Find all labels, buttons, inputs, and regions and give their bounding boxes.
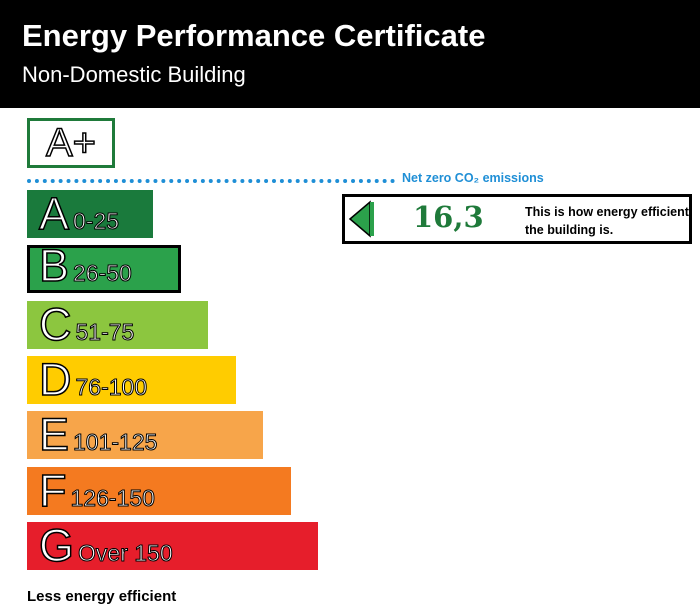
band-letter: G xyxy=(38,520,75,571)
band-letter: A xyxy=(38,188,70,239)
rating-arrow-shape xyxy=(348,200,371,238)
page-subtitle: Non-Domestic Building xyxy=(22,62,246,87)
band-letter: D xyxy=(38,354,72,405)
band-range: 76-100 xyxy=(75,374,148,400)
current-rating-text: This is how energy efficient the buildin… xyxy=(525,205,689,238)
band-c: C 51-75 xyxy=(27,301,208,349)
band-range: 26-50 xyxy=(73,260,133,286)
band-letter: E xyxy=(38,409,70,460)
band-letter: C xyxy=(38,299,72,350)
page-title: Energy Performance Certificate xyxy=(22,18,486,53)
band-b: B 26-50 xyxy=(27,240,181,293)
band-range: 101-125 xyxy=(73,429,158,455)
current-rating-box: 16,3 This is how energy efficient the bu… xyxy=(342,194,692,244)
net-zero-label: Net zero CO₂ emissions xyxy=(402,171,544,185)
band-e: E 101-125 xyxy=(27,411,263,459)
current-rating-arrow xyxy=(348,200,374,238)
band-a-plus: A+ xyxy=(27,118,115,168)
net-zero-divider xyxy=(27,179,395,183)
band-letter: F xyxy=(38,465,67,516)
band-a: A 0-25 xyxy=(27,190,153,238)
rating-arrow-body xyxy=(370,202,374,236)
band-g: G Over 150 xyxy=(27,522,318,570)
band-a-plus-label: A+ xyxy=(45,121,97,165)
band-letter: B xyxy=(38,240,70,291)
header: Energy Performance Certificate Non-Domes… xyxy=(0,0,700,108)
band-range: 126-150 xyxy=(70,485,155,511)
band-d: D 76-100 xyxy=(27,356,236,404)
less-efficient-label: Less energy efficient xyxy=(27,588,177,605)
band-range: 0-25 xyxy=(73,208,120,234)
current-rating-value: 16,3 xyxy=(413,200,484,234)
band-range: 51-75 xyxy=(75,319,135,345)
band-range: Over 150 xyxy=(78,540,174,566)
band-f: F 126-150 xyxy=(27,467,291,515)
